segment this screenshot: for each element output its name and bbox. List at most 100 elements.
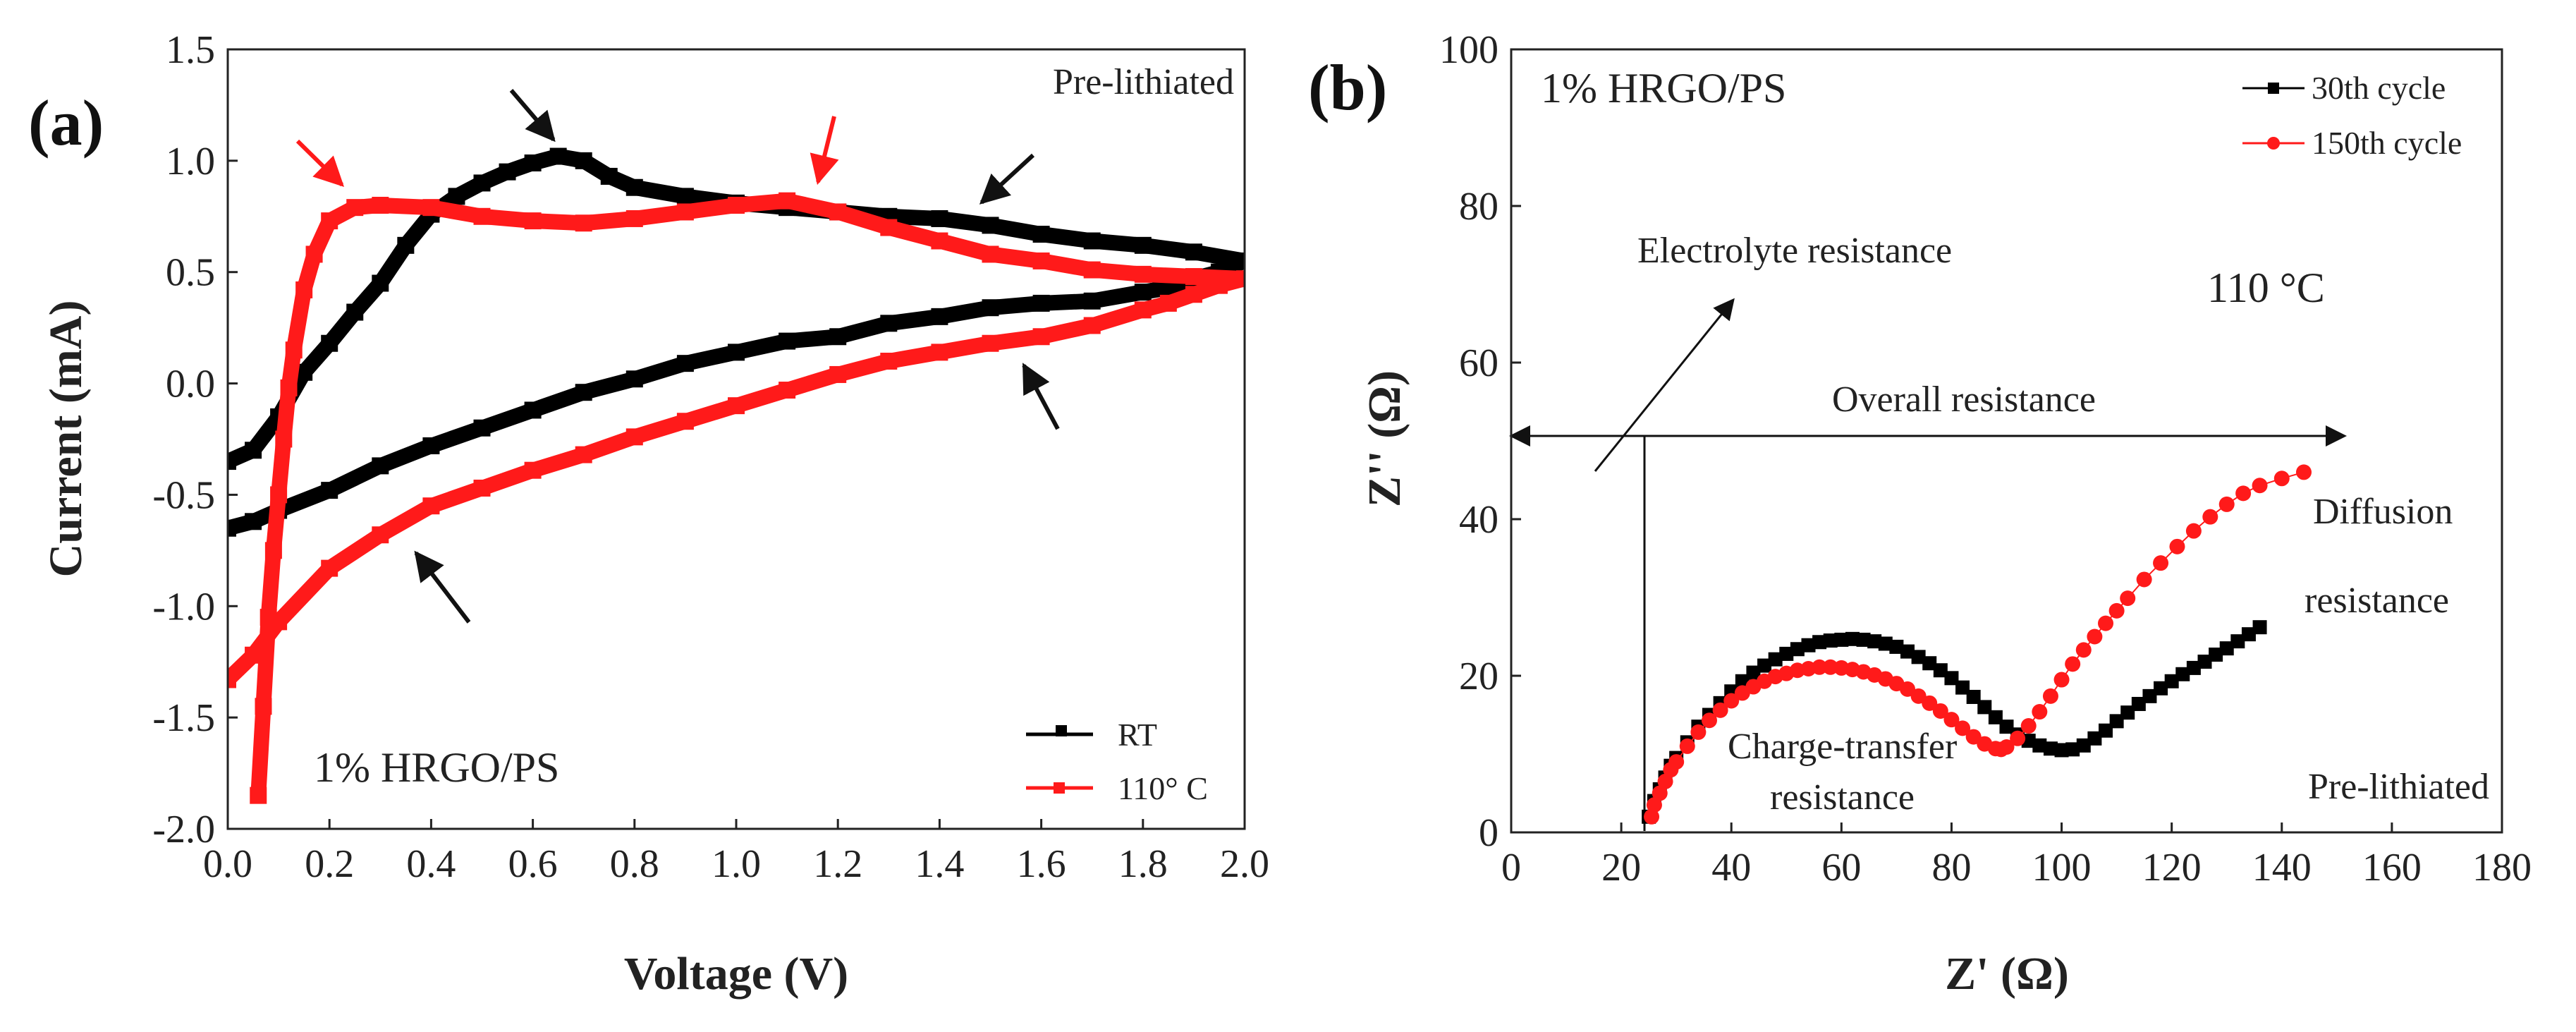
a-series-0-point bbox=[779, 332, 796, 350]
panel-b-ticks: 0 20 40 60 80 100 120 140 160 180 0 20 40 60 80 100 bbox=[1439, 28, 2532, 890]
a-series-1-point bbox=[422, 199, 440, 217]
a-xtick-label: 1.0 bbox=[712, 842, 761, 886]
b-series-0-point bbox=[1856, 632, 1871, 647]
a-series-0-point bbox=[1134, 284, 1152, 301]
a-series-0-point bbox=[245, 442, 262, 459]
panel-a-material: 1% HRGO/PS bbox=[314, 744, 559, 791]
legend-a-rt-marker bbox=[1056, 725, 1067, 736]
b-series-0-point bbox=[2186, 660, 2201, 675]
b-series-1-point bbox=[1910, 688, 1927, 704]
b-series-0-point bbox=[2109, 714, 2124, 729]
b-xtick-label: 160 bbox=[2362, 846, 2422, 890]
b-series-0-point bbox=[2120, 705, 2135, 720]
a-series-1-point bbox=[575, 446, 592, 463]
a-series-1-point bbox=[250, 787, 267, 804]
a-xtick-label: 1.6 bbox=[1017, 842, 1066, 886]
legend-b-150-label: 150th cycle bbox=[2312, 125, 2462, 161]
b-series-0-point bbox=[2054, 743, 2069, 758]
a-series-1 bbox=[228, 192, 1245, 804]
b-series-0-point bbox=[2087, 731, 2102, 746]
panel-b-pre-lithiated: Pre-lithiated bbox=[2308, 767, 2489, 807]
b-series-0-point bbox=[2142, 688, 2157, 703]
b-series-1-point bbox=[1812, 659, 1828, 675]
b-series-0-point bbox=[1845, 631, 1860, 646]
a-ytick-label: -2.0 bbox=[152, 808, 215, 851]
a-series-1-point bbox=[473, 207, 491, 225]
a-xtick-label: 1.2 bbox=[813, 842, 862, 886]
a-series-1-point bbox=[270, 613, 288, 631]
b-series-0-point bbox=[2197, 655, 2212, 669]
a-ytick-label: 0.0 bbox=[166, 363, 215, 406]
a-series-0-point bbox=[321, 334, 338, 352]
a-series-1-point bbox=[270, 486, 288, 504]
a-series-0-point bbox=[1032, 294, 1050, 312]
a-series-1-point bbox=[829, 203, 847, 221]
b-series-1-point bbox=[2169, 538, 2185, 554]
b-series-0-point bbox=[2164, 674, 2179, 688]
b-series-1-point bbox=[1822, 659, 1838, 675]
b-series-1-point bbox=[2120, 590, 2136, 607]
a-series-0-point bbox=[245, 513, 262, 530]
b-series-0-point bbox=[1977, 700, 1992, 715]
a-ytick-label: -1.5 bbox=[152, 696, 215, 740]
b-series-1-point bbox=[1955, 720, 1971, 736]
b-xtick-label: 120 bbox=[2142, 846, 2202, 890]
b-series-1-point bbox=[1900, 681, 1915, 697]
a-series-1-point bbox=[321, 559, 338, 577]
b-series-0-point bbox=[1922, 656, 1937, 671]
a-series-0-point bbox=[1083, 232, 1101, 250]
b-series-0-point bbox=[1966, 689, 1981, 704]
a-ytick-label: -1.0 bbox=[152, 585, 215, 629]
panel-b-frame bbox=[1510, 48, 2503, 834]
b-series-0-point bbox=[1812, 635, 1827, 650]
a-series-1-point bbox=[575, 214, 592, 232]
a-series-1-point bbox=[982, 245, 999, 263]
b-ytick-label: 60 bbox=[1459, 341, 1498, 385]
b-series-0-point bbox=[2230, 634, 2245, 649]
b-series-1-point bbox=[2202, 509, 2218, 525]
a-series-1-point bbox=[880, 353, 898, 370]
b-series-1-point bbox=[1690, 724, 1707, 740]
arrow-a-6 bbox=[414, 550, 471, 624]
a-series-0-point bbox=[931, 308, 948, 325]
legend-a-110-label: 110° C bbox=[1118, 770, 1208, 806]
b-series-0-point bbox=[1988, 710, 2003, 724]
b-series-0-point bbox=[2065, 742, 2080, 757]
a-series-0-point bbox=[448, 188, 465, 205]
b-series-0-point bbox=[1779, 646, 1794, 661]
a-series-1-point bbox=[346, 199, 364, 217]
diffusion-label-1: Diffusion bbox=[2313, 492, 2453, 532]
b-series-1-point bbox=[1644, 808, 1660, 825]
a-ytick-label: 1.5 bbox=[166, 28, 215, 72]
b-series-0-point bbox=[1757, 658, 1772, 673]
a-series-0-point bbox=[473, 419, 491, 437]
b-series-1-point bbox=[2185, 523, 2202, 539]
a-series-0-point bbox=[1134, 236, 1152, 254]
a-series-1-point bbox=[422, 497, 440, 515]
a-series-0-point bbox=[1236, 252, 1245, 269]
b-series-1-point bbox=[2042, 688, 2058, 704]
a-series-0-point bbox=[1032, 226, 1050, 243]
a-series-0-point bbox=[473, 174, 491, 192]
a-xtick-label: 1.8 bbox=[1118, 842, 1168, 886]
a-series-1-point bbox=[1032, 252, 1050, 269]
overall-resistance-label: Overall resistance bbox=[1832, 380, 2096, 420]
a-series-1-point bbox=[931, 232, 948, 250]
b-series-1-point bbox=[2252, 478, 2268, 494]
b-series-0-point bbox=[2154, 681, 2168, 696]
a-series-1-point bbox=[295, 281, 313, 298]
b-series-0-point bbox=[1999, 720, 2014, 734]
a-series-0-point bbox=[575, 384, 592, 401]
b-series-1 bbox=[1644, 464, 2312, 825]
a-series-0-point bbox=[397, 236, 415, 254]
b-xtick-label: 40 bbox=[1711, 846, 1751, 890]
b-ytick-label: 40 bbox=[1459, 498, 1498, 542]
a-series-0-point bbox=[676, 355, 694, 372]
b-series-0-point bbox=[1911, 650, 1926, 664]
a-series-1-point bbox=[1083, 261, 1101, 279]
a-series-1-point bbox=[880, 219, 898, 236]
a-series-1-point bbox=[228, 671, 236, 688]
a-series-1-point bbox=[676, 413, 694, 430]
b-series-1-point bbox=[2108, 602, 2125, 619]
b-series-1-point bbox=[1668, 754, 1685, 770]
